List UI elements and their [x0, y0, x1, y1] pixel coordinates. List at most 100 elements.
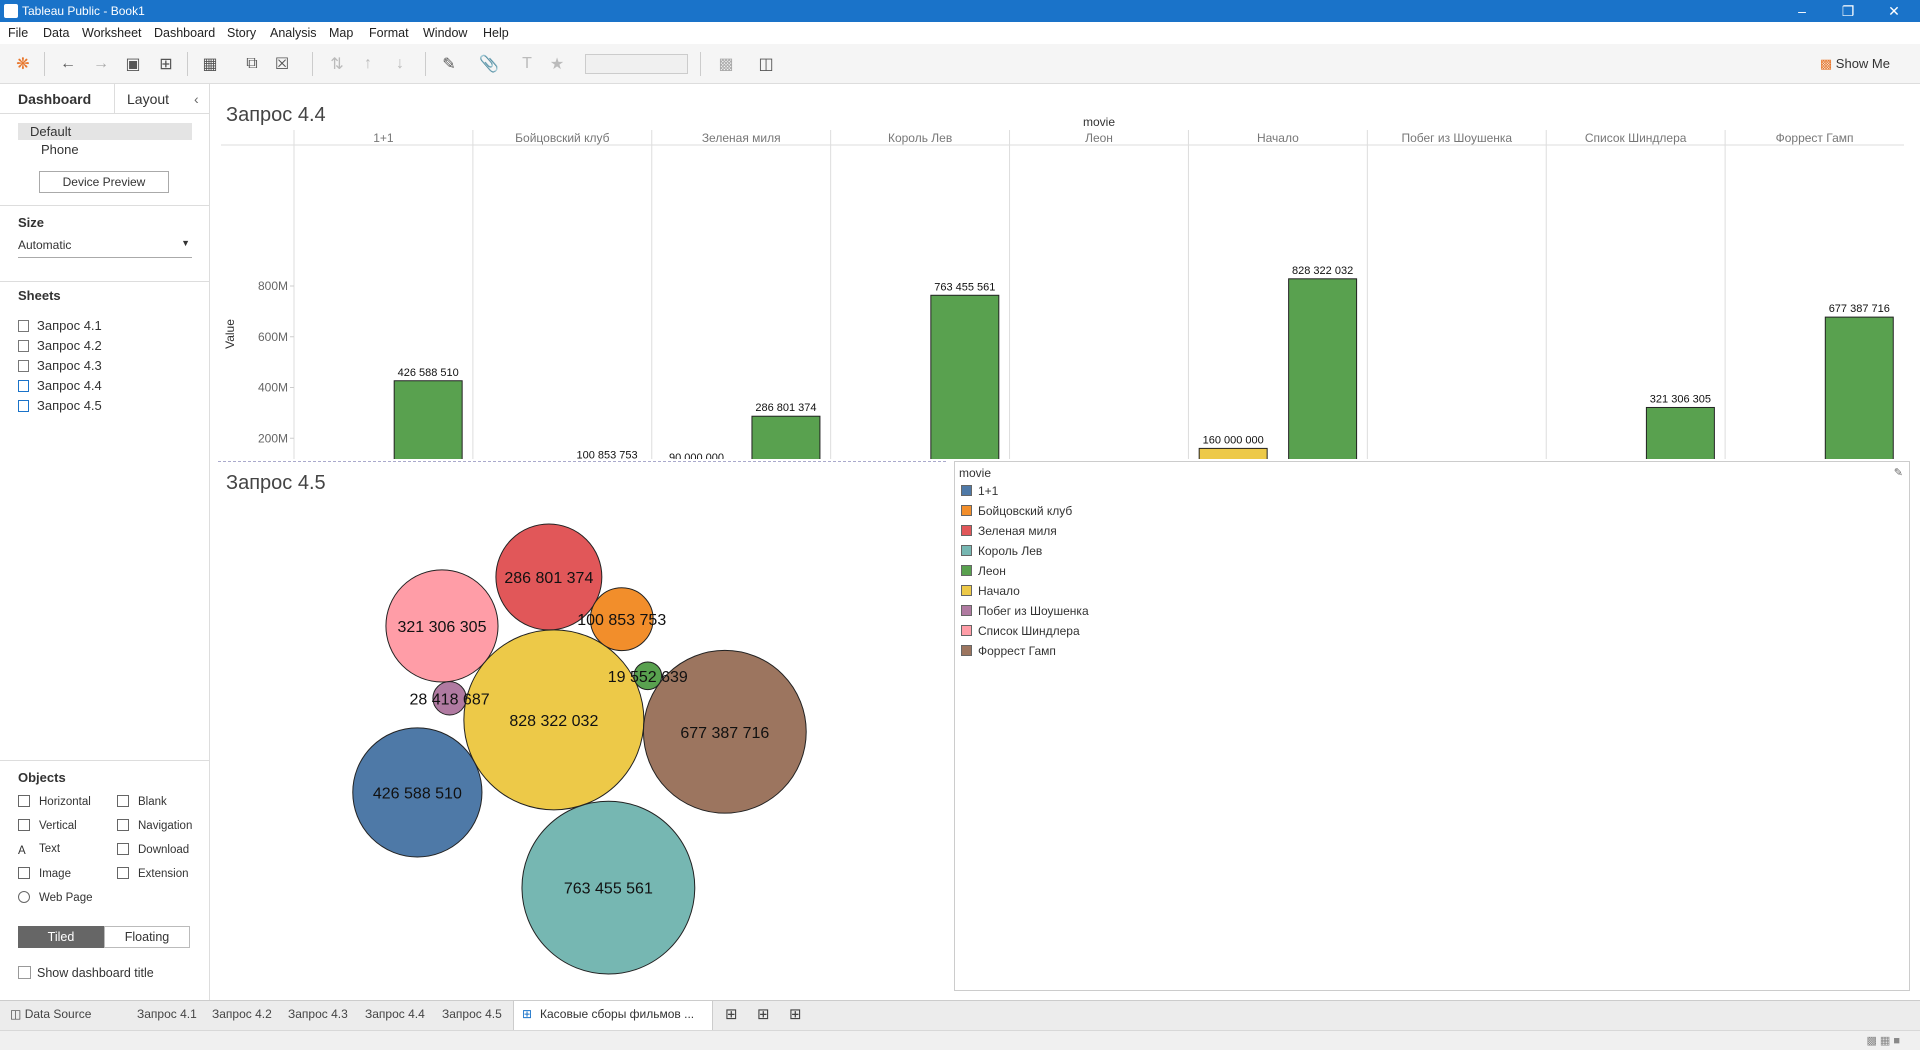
pin-icon[interactable]: ★: [549, 56, 565, 73]
tab-active-dashboard[interactable]: ⊞ Касовые сборы фильмов ...: [513, 1001, 713, 1031]
legend-item[interactable]: Леон: [961, 564, 1006, 578]
size-dropdown[interactable]: Automatic ▼: [18, 238, 192, 258]
show-me-button[interactable]: ▩ Show Me: [1820, 56, 1890, 72]
tab-dashboard[interactable]: Dashboard: [0, 84, 115, 114]
new-datasource-icon[interactable]: ⊞: [159, 56, 173, 73]
worksheet-icon: [18, 340, 29, 352]
status-bar: ▩ ▦ ■: [0, 1030, 1920, 1050]
menu-file[interactable]: File: [8, 26, 29, 40]
legend-item[interactable]: Бойцовский клуб: [961, 504, 1072, 518]
sheet-item[interactable]: Запрос 4.5: [18, 398, 102, 413]
tab-sheet[interactable]: Запрос 4.5: [442, 1007, 502, 1021]
show-title-checkbox[interactable]: Show dashboard title: [18, 966, 154, 980]
legend-item[interactable]: 1+1: [961, 484, 998, 498]
tab-sheet[interactable]: Запрос 4.4: [365, 1007, 425, 1021]
object-blank[interactable]: Blank: [117, 795, 167, 808]
new-worksheet-icon[interactable]: ⊞: [725, 1006, 738, 1023]
presentation-icon[interactable]: ◫: [758, 56, 774, 73]
dashboard-icon: ⊞: [522, 1007, 533, 1021]
bar-data-label: 160 000 000: [1203, 434, 1264, 446]
menu-data[interactable]: Data: [43, 26, 70, 40]
tiled-toggle[interactable]: Tiled: [18, 926, 104, 948]
bar: [751, 415, 821, 459]
bar: [1198, 447, 1268, 459]
cards-icon[interactable]: ▩: [718, 56, 734, 73]
legend-swatch: [961, 545, 972, 556]
duplicate-sheet-icon[interactable]: ⧉: [246, 55, 258, 72]
tableau-logo-icon[interactable]: ❋: [16, 56, 30, 73]
close-icon[interactable]: ✕: [1888, 3, 1900, 19]
save-icon[interactable]: ▣: [125, 56, 141, 73]
new-dashboard-icon[interactable]: ⊞: [757, 1006, 770, 1023]
view-toggle-icons[interactable]: ▩ ▦ ■: [1866, 1035, 1900, 1047]
pin-icon[interactable]: ✎: [1893, 467, 1903, 479]
bubble-label: 321 306 305: [397, 619, 486, 636]
tab-sheet[interactable]: Запрос 4.1: [137, 1007, 197, 1021]
sheet-label: Запрос 4.3: [37, 358, 102, 373]
object-image[interactable]: Image: [18, 867, 71, 880]
menu-window[interactable]: Window: [423, 26, 468, 40]
sort-ascending-icon[interactable]: ↑: [364, 55, 372, 72]
tab-layout[interactable]: Layout: [127, 91, 170, 107]
highlight-icon[interactable]: ✎: [442, 56, 456, 73]
redo-icon[interactable]: →: [93, 55, 109, 72]
device-default[interactable]: Default: [30, 124, 72, 139]
sheet-item[interactable]: Запрос 4.4: [18, 378, 102, 393]
sheet-item[interactable]: Запрос 4.3: [18, 358, 102, 373]
bar-chart[interactable]: movieValue0M200M400M600M800M1+111 271 12…: [212, 114, 1920, 459]
menu-worksheet[interactable]: Worksheet: [82, 26, 142, 40]
sort-descending-icon[interactable]: ↓: [396, 55, 404, 72]
object-extension[interactable]: Extension: [117, 867, 189, 880]
new-story-icon[interactable]: ⊞: [789, 1006, 802, 1023]
legend-item[interactable]: Список Шиндлера: [961, 624, 1080, 638]
bubble-chart-title: Запрос 4.5: [226, 472, 326, 494]
horizontal-icon: [18, 795, 30, 807]
menu-format[interactable]: Format: [369, 26, 409, 40]
collapse-panel-icon[interactable]: ‹: [194, 91, 199, 107]
movie-header: 1+1: [373, 131, 394, 145]
object-download[interactable]: Download: [117, 843, 189, 856]
new-worksheet-icon[interactable]: ▦: [202, 56, 218, 73]
object-text[interactable]: A Text: [18, 843, 60, 857]
swap-icon[interactable]: ⇅: [330, 56, 344, 73]
bubble-label: 19 552 639: [608, 669, 688, 686]
menu-help[interactable]: Help: [483, 26, 509, 40]
legend-item[interactable]: Начало: [961, 584, 1020, 598]
group-icon[interactable]: 📎: [479, 56, 499, 73]
legend-item[interactable]: Зеленая миля: [961, 524, 1057, 538]
object-horizontal[interactable]: Horizontal: [18, 795, 91, 808]
minimize-icon[interactable]: –: [1798, 3, 1806, 19]
restore-icon[interactable]: ❐: [1841, 3, 1855, 19]
floating-toggle[interactable]: Floating: [104, 926, 190, 948]
menu-map[interactable]: Map: [329, 26, 354, 40]
sheet-item[interactable]: Запрос 4.1: [18, 318, 102, 333]
bubble-chart[interactable]: 828 322 032 763 455 561 677 387 716 426 588…: [212, 504, 947, 994]
legend-item[interactable]: Форрест Гамп: [961, 644, 1056, 658]
sheet-item[interactable]: Запрос 4.2: [18, 338, 102, 353]
side-panel-tabs: Dashboard Layout ‹: [0, 84, 210, 114]
title-bar: Tableau Public - Book1 – ❐ ✕: [0, 0, 1920, 22]
undo-icon[interactable]: ←: [60, 55, 76, 72]
legend-label: Форрест Гамп: [978, 644, 1056, 658]
legend-swatch: [961, 605, 972, 616]
tab-sheet[interactable]: Запрос 4.2: [212, 1007, 272, 1021]
tab-sheet[interactable]: Запрос 4.3: [288, 1007, 348, 1021]
clear-sheet-icon[interactable]: ☒: [274, 56, 290, 73]
legend-item[interactable]: Побег из Шоушенка: [961, 604, 1089, 618]
menu-dashboard[interactable]: Dashboard: [154, 26, 216, 40]
object-navigation[interactable]: Navigation: [117, 819, 192, 832]
bar-data-label: 763 455 561: [934, 281, 995, 293]
object-label: Horizontal: [39, 796, 91, 808]
tab-data-source[interactable]: ◫ Data Source: [10, 1007, 91, 1021]
legend-label: Леон: [978, 564, 1006, 578]
device-phone[interactable]: Phone: [41, 142, 79, 157]
device-preview-button[interactable]: Device Preview: [39, 171, 169, 193]
bar: [1824, 316, 1894, 459]
object-vertical[interactable]: Vertical: [18, 819, 77, 832]
fit-dropdown[interactable]: [585, 54, 688, 74]
labels-icon[interactable]: T: [522, 55, 532, 72]
object-web-page[interactable]: Web Page: [18, 891, 93, 904]
legend-item[interactable]: Король Лев: [961, 544, 1042, 558]
menu-analysis[interactable]: Analysis: [270, 26, 317, 40]
menu-story[interactable]: Story: [227, 26, 257, 40]
